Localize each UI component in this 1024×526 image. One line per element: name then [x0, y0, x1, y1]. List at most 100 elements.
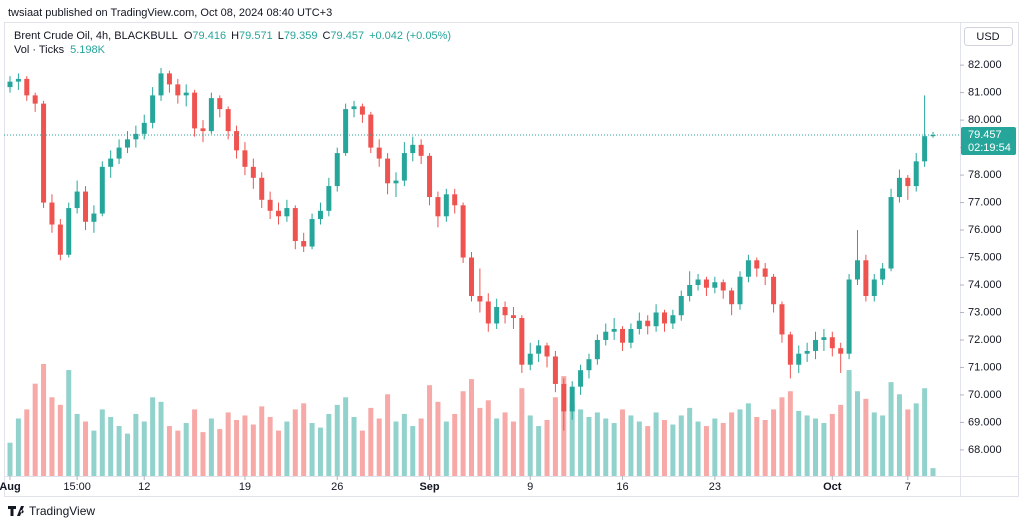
candle-body	[317, 210, 323, 220]
x-tick-label: 9	[527, 481, 533, 493]
ohlc-value: 79.571	[239, 30, 273, 42]
volume-bar	[401, 413, 407, 476]
volume-legend: Vol · Ticks 5.198K	[14, 44, 106, 56]
candle-body	[166, 73, 172, 85]
candle-body	[678, 295, 684, 316]
candle-body	[787, 334, 793, 365]
volume-bar	[359, 430, 365, 476]
candle-body	[108, 158, 114, 167]
volume-bar	[284, 421, 290, 476]
volume-bar	[922, 388, 928, 476]
candle-body	[854, 260, 860, 280]
x-tick-label: 19	[239, 481, 251, 493]
candle-body	[401, 153, 407, 181]
volume-bar	[334, 404, 340, 476]
legend: Brent Crude Oil, 4h, BLACKBULL O79.416 H79…	[14, 30, 451, 56]
y-tick-label: 76.000	[968, 224, 1002, 236]
x-tick-label: Aug	[0, 481, 21, 493]
candle-body	[905, 177, 911, 187]
x-tick-label: 15:00	[63, 481, 91, 493]
candle-body	[846, 279, 852, 354]
volume-bar	[175, 430, 181, 476]
volume-bar	[217, 429, 223, 476]
candle-body	[309, 219, 315, 247]
candle-body	[32, 95, 38, 104]
candle-body	[15, 78, 21, 82]
volume-bar	[141, 421, 147, 476]
candle-body	[99, 166, 105, 214]
published-note: twsiaat published on TradingView.com, Oc…	[8, 7, 332, 19]
volume-bar	[301, 403, 307, 476]
volume-bar	[267, 416, 273, 476]
countdown: 02:19:54	[968, 142, 1011, 154]
ohlc-value: 79.359	[284, 30, 318, 42]
volume-bar	[15, 418, 21, 476]
volume-bar	[418, 418, 424, 476]
candle-body	[636, 320, 642, 329]
volume-bar	[443, 421, 449, 476]
volume-bar	[208, 418, 214, 476]
volume-bar	[913, 403, 919, 476]
volume-bar	[880, 415, 886, 476]
candle-body	[452, 194, 458, 206]
volume-bar	[871, 412, 877, 476]
volume-bar	[477, 407, 483, 476]
brand-logo	[8, 506, 24, 516]
volume-bar	[460, 391, 466, 476]
x-tick-label: Oct	[823, 481, 842, 493]
x-tick-label: 7	[905, 481, 911, 493]
currency-box[interactable]	[964, 27, 1013, 46]
candle-body	[804, 350, 810, 354]
candle-body	[645, 320, 651, 327]
volume-bar	[804, 415, 810, 476]
candle-body	[519, 317, 525, 365]
volume-bar	[150, 397, 156, 476]
candle-body	[838, 348, 844, 354]
candle-body	[527, 353, 533, 365]
volume-bar	[108, 416, 114, 476]
candle-body	[695, 279, 701, 286]
volume-bar	[527, 415, 533, 476]
volume-bar	[74, 413, 80, 476]
candle-body	[653, 312, 659, 327]
candle-body	[175, 84, 181, 96]
volume-bar	[611, 423, 617, 476]
y-tick-label: 80.000	[968, 114, 1002, 126]
candle-body	[687, 285, 693, 296]
volume-bar	[838, 404, 844, 476]
candle-body	[217, 98, 223, 110]
candle-body	[922, 136, 928, 162]
candle-body	[620, 328, 626, 343]
candle-body	[91, 213, 97, 222]
x-tick-label: 12	[138, 481, 150, 493]
candle-body	[158, 73, 164, 96]
volume-bar	[494, 418, 500, 476]
volume-bar	[7, 442, 13, 476]
y-tick-label: 68.000	[968, 444, 1002, 456]
y-tick-label: 77.000	[968, 196, 1002, 208]
candle-body	[829, 337, 835, 349]
volume-bar	[91, 430, 97, 476]
volume-bar	[544, 420, 550, 476]
candle-body	[41, 103, 47, 203]
candle-body	[544, 345, 550, 357]
y-tick-label: 81.000	[968, 87, 1002, 99]
candle-body	[7, 81, 13, 88]
volume-bar	[317, 427, 323, 476]
y-tick-label: 75.000	[968, 251, 1002, 263]
volume-bar	[586, 416, 592, 476]
volume-bar	[510, 421, 516, 476]
candle-body	[427, 155, 433, 198]
candle-body	[796, 353, 802, 365]
candle-body	[712, 282, 718, 288]
candle-body	[771, 276, 777, 305]
volume-bar	[200, 432, 206, 476]
candle-body	[376, 147, 382, 159]
candle-body	[737, 276, 743, 305]
volume-bar	[259, 406, 265, 476]
volume-bar	[829, 413, 835, 476]
last-price-box	[961, 127, 1016, 156]
candle-body	[343, 109, 349, 154]
y-tick-label: 78.000	[968, 169, 1002, 181]
ohlc-value: 79.457	[330, 30, 364, 42]
